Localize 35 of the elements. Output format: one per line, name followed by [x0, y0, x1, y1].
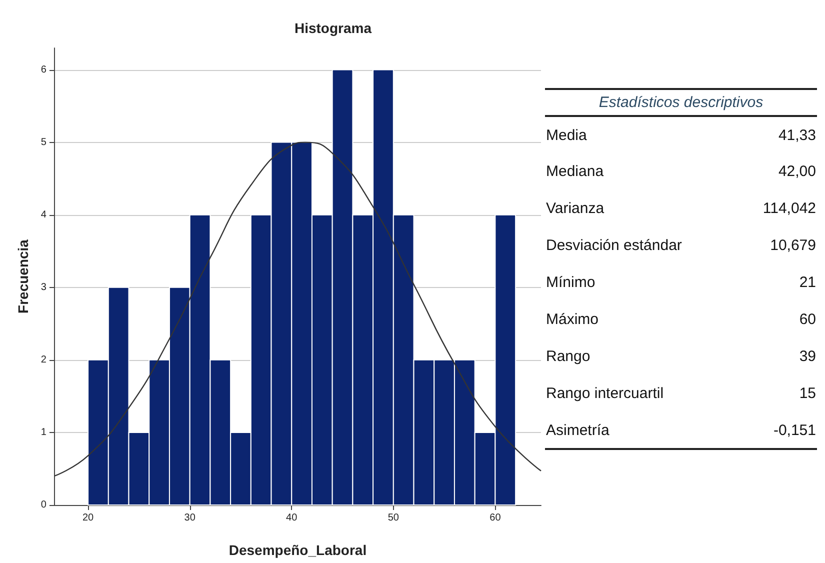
y-tick-label: 0: [40, 500, 47, 510]
text: 114,042: [762, 200, 816, 217]
y-tick-label: 4: [40, 209, 47, 220]
category-label: Desviación estándar: [545, 236, 683, 256]
category-label: Rango intercuartil: [545, 384, 665, 404]
y-tick-label: 5: [40, 136, 47, 148]
x-axis-title: Desempeño_Laboral: [228, 542, 367, 558]
x-tick-label: 20: [82, 512, 94, 524]
category-label: Rango: [545, 347, 592, 367]
text: 15: [799, 385, 816, 402]
x-tick-label: 60: [490, 512, 502, 524]
x-tick-label: 40: [286, 512, 298, 524]
text: 21: [799, 274, 816, 291]
text: 42,00: [778, 163, 816, 180]
x-tick-label: 50: [388, 512, 400, 524]
text: 41,33: [778, 126, 816, 144]
text: 60: [799, 311, 816, 328]
category-label: Media: [545, 126, 588, 146]
chart-title: Histograma: [294, 20, 372, 36]
category-label: Varianza: [545, 199, 606, 219]
x-tick-label: 30: [184, 512, 196, 524]
y-axis-title: Frecuencia: [15, 239, 31, 314]
category-label: Mediana: [545, 162, 605, 182]
category-label: Asimetría: [545, 420, 610, 440]
text: 39: [799, 348, 816, 365]
y-tick-label: 6: [40, 64, 47, 76]
category-label: Mínimo: [545, 273, 596, 293]
category-label: Máximo: [545, 310, 600, 330]
y-tick-label: 2: [40, 354, 47, 366]
y-tick-label: 3: [40, 282, 47, 293]
text: Estadísticos descriptivos: [545, 89, 817, 116]
text: 10,679: [770, 237, 816, 254]
y-tick-label: 1: [40, 426, 47, 438]
text: -0,151: [773, 422, 816, 438]
line-series: [54, 142, 542, 477]
